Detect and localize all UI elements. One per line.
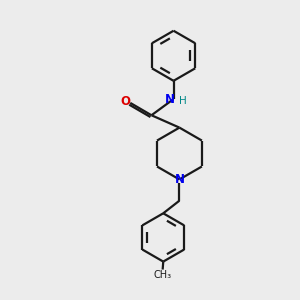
Text: CH₃: CH₃ bbox=[154, 270, 172, 280]
Text: N: N bbox=[165, 93, 175, 106]
Text: N: N bbox=[174, 173, 184, 186]
Text: H: H bbox=[179, 95, 187, 106]
Text: O: O bbox=[121, 95, 131, 108]
